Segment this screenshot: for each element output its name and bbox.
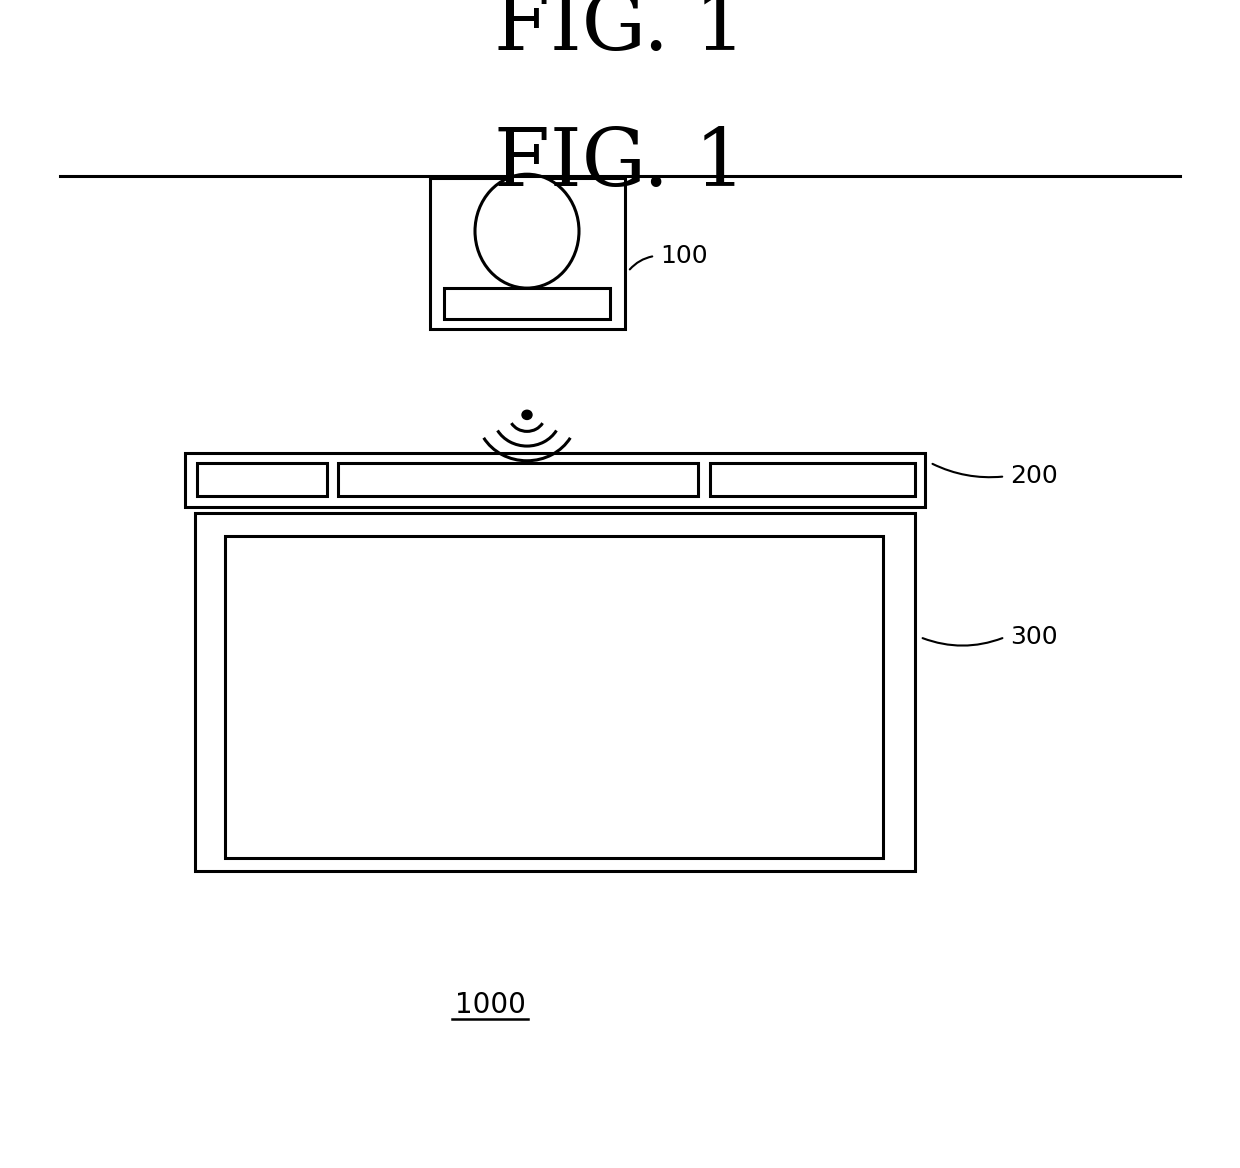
Bar bbox=[444, 288, 610, 319]
Bar bbox=[195, 513, 915, 871]
Text: FIG. 1: FIG. 1 bbox=[494, 0, 746, 68]
Text: 200: 200 bbox=[1011, 465, 1058, 488]
Bar bbox=[711, 463, 915, 495]
Bar bbox=[224, 536, 883, 857]
Text: 300: 300 bbox=[1011, 625, 1058, 649]
Bar bbox=[430, 178, 625, 329]
Text: 100: 100 bbox=[660, 244, 708, 267]
Bar bbox=[339, 463, 698, 495]
Text: FIG. 1: FIG. 1 bbox=[494, 125, 746, 203]
Bar bbox=[197, 463, 327, 495]
Bar bbox=[185, 453, 925, 507]
Ellipse shape bbox=[475, 174, 579, 288]
Circle shape bbox=[522, 410, 532, 419]
Text: 1000: 1000 bbox=[455, 990, 526, 1018]
